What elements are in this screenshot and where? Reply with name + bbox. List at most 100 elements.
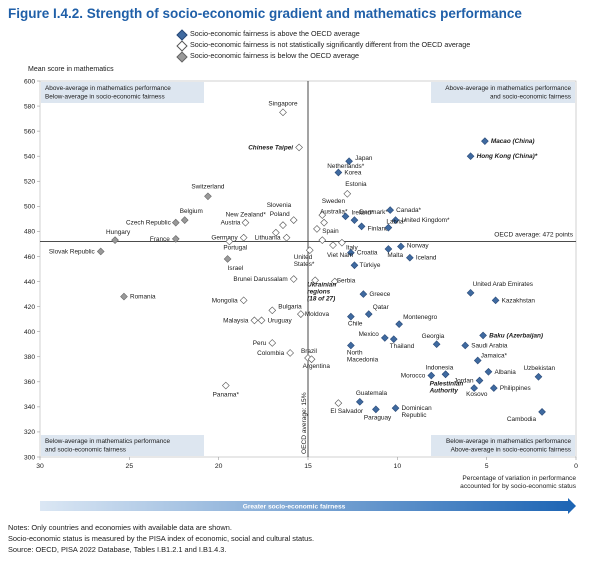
data-label: France	[150, 236, 170, 243]
data-label: Authority	[429, 387, 459, 394]
data-label: Cambodia	[507, 416, 537, 423]
data-label: Croatia	[357, 250, 378, 257]
data-label: United Kingdom*	[402, 217, 450, 224]
data-label: Colombia	[257, 350, 284, 357]
data-point	[313, 225, 321, 233]
data-point	[391, 216, 400, 224]
x-tick-label: 15	[304, 463, 312, 470]
data-point	[473, 356, 482, 365]
x-tick-label: 25	[126, 463, 134, 470]
data-point	[111, 236, 119, 244]
data-label: Philippines	[500, 385, 531, 392]
data-point	[347, 312, 355, 321]
x-axis-label: Percentage of variation in performance	[462, 475, 576, 482]
quadrant-top-left-text: Above-average in mathematics performance	[45, 85, 171, 92]
data-point	[268, 306, 277, 315]
data-point	[204, 192, 212, 201]
data-point	[297, 310, 305, 318]
data-point	[295, 143, 303, 152]
data-label: Iceland	[416, 255, 437, 262]
data-label: Viet Nam	[327, 252, 353, 259]
data-point	[364, 310, 373, 318]
oecd-variance-label: OECD average: 15%	[301, 392, 308, 454]
y-axis-label: Mean score in mathematics	[28, 66, 114, 73]
data-label: Moldova	[305, 311, 330, 318]
data-label: Kosovo	[466, 391, 488, 398]
data-label: Sweden	[322, 198, 346, 205]
data-label: Finland	[368, 225, 389, 232]
data-point	[406, 253, 414, 262]
data-label: (18 of 27)	[307, 295, 335, 302]
data-label: Chile	[348, 321, 363, 328]
y-tick-label: 320	[24, 429, 35, 436]
data-label: Georgia	[422, 333, 445, 340]
data-point	[391, 404, 400, 412]
data-label: Paraguay	[364, 414, 392, 421]
data-label: Canada*	[396, 207, 421, 214]
data-label: Poland	[270, 211, 290, 218]
data-point	[171, 218, 180, 227]
data-label: United	[294, 254, 313, 261]
y-tick-label: 420	[24, 304, 35, 311]
y-tick-label: 500	[24, 204, 35, 211]
x-tick-label: 5	[485, 463, 489, 470]
data-point	[466, 288, 475, 297]
data-point	[489, 384, 498, 392]
data-label: Qatar	[373, 304, 390, 311]
y-tick-label: 340	[24, 404, 35, 411]
data-point	[330, 277, 339, 286]
data-label: Guatemala	[356, 390, 388, 397]
data-point	[386, 206, 395, 214]
data-point	[286, 349, 294, 357]
note-line: Source: OECD, PISA 2022 Database, Tables…	[8, 545, 227, 554]
data-point	[347, 248, 355, 257]
data-point	[381, 334, 389, 342]
data-label: Malta	[387, 252, 403, 259]
y-tick-label: 400	[24, 329, 35, 336]
quadrant-top-right-text: and socio-economic fairness	[490, 94, 571, 101]
legend-item-below: Socio-economic fairness is below the OEC…	[176, 50, 470, 63]
data-point	[359, 290, 368, 298]
data-label: Austria	[221, 220, 241, 227]
legend-item-above: Socio-economic fairness is above the OEC…	[176, 28, 470, 41]
data-label: Norway	[407, 242, 429, 249]
y-tick-label: 560	[24, 128, 35, 135]
data-label: Latvia*	[386, 219, 406, 226]
legend: Socio-economic fairness is above the OEC…	[176, 28, 470, 63]
y-tick-label: 540	[24, 154, 35, 161]
data-point	[318, 236, 327, 244]
data-point	[279, 221, 287, 229]
data-label: Netherlands*	[327, 163, 364, 170]
data-label: Mexico	[359, 331, 380, 338]
y-tick-label: 300	[24, 454, 35, 461]
data-label: Serbia	[337, 278, 356, 285]
data-point	[311, 276, 319, 285]
y-tick-label: 460	[24, 254, 35, 261]
data-label: Uzbekistan	[523, 365, 555, 372]
data-point	[241, 218, 250, 227]
data-label: Portugal	[223, 244, 247, 251]
quadrant-top-right-box	[431, 82, 575, 103]
data-label: Romania	[130, 294, 156, 301]
y-tick-label: 600	[24, 78, 35, 85]
data-label: Israel	[228, 265, 244, 272]
data-label: Italy	[346, 245, 359, 252]
data-label: Japan	[355, 155, 373, 162]
data-point	[96, 247, 105, 256]
data-label: United Arab Emirates	[473, 281, 533, 288]
data-label: North	[347, 349, 363, 356]
data-point	[432, 340, 441, 349]
data-label: Hong Kong (China)*	[477, 153, 538, 160]
note-line: Notes: Only countries and economies with…	[8, 523, 232, 532]
data-label: Macedonia	[347, 356, 379, 363]
y-tick-label: 580	[24, 103, 35, 110]
y-tick-label: 380	[24, 354, 35, 361]
data-point	[343, 189, 352, 198]
data-label: Chinese Taipei	[248, 144, 293, 151]
data-point	[427, 371, 436, 380]
data-point	[225, 237, 234, 246]
data-label: Brunei Darussalam	[233, 276, 287, 283]
data-point	[320, 218, 328, 227]
data-point	[355, 398, 364, 406]
quadrant-bottom-left-text: and socio-economic fairness	[45, 447, 126, 454]
